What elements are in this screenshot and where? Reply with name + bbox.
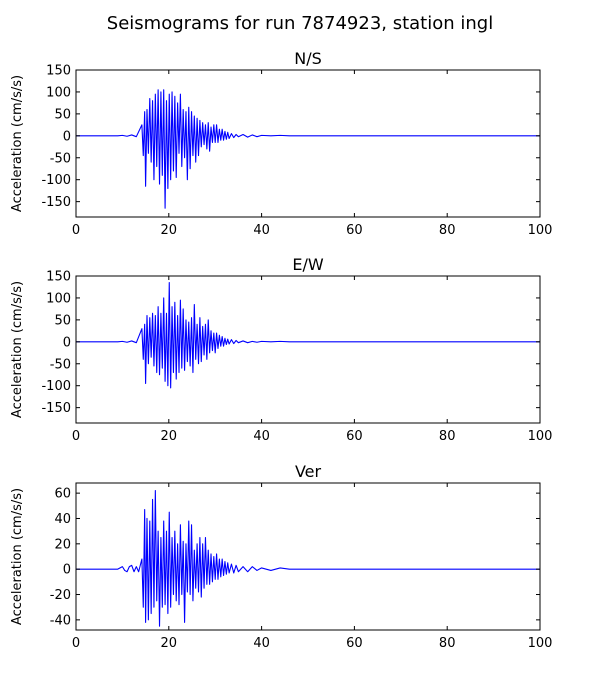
- y-tick-label: 40: [54, 512, 71, 527]
- axes-frame: [75, 482, 541, 631]
- x-tick-label: 40: [253, 636, 270, 651]
- y-tick-label: 0: [63, 129, 71, 144]
- panel-title: Ver: [295, 462, 322, 481]
- x-tick-label: 40: [253, 223, 270, 238]
- y-tick-label: 100: [46, 85, 71, 100]
- chart-panel: E/W Acceleration (cm/s/s) 0 20 40 60 80 100 150 1…: [10, 255, 552, 444]
- x-tick-label: 60: [346, 636, 363, 651]
- axes-frame: [75, 275, 541, 424]
- x-tick-label: 80: [439, 429, 456, 444]
- panels: N/S Acceleration (cm/s/s) 0 20 40 60 80 100 150 1…: [10, 49, 552, 651]
- y-axis-label: Acceleration (cm/s/s): [10, 488, 25, 625]
- y-axis-label: Acceleration (cm/s/s): [10, 281, 25, 418]
- y-tick-label: 50: [54, 313, 71, 328]
- x-tick-label: 100: [528, 429, 553, 444]
- y-tick-label: 0: [63, 563, 71, 578]
- x-tick-label: 0: [72, 223, 80, 238]
- y-tick-label: -150: [41, 401, 71, 416]
- y-axis-label: Acceleration (cm/s/s): [10, 75, 25, 212]
- axes-frame: [75, 69, 541, 218]
- y-tick-label: -100: [41, 173, 71, 188]
- y-tick-label: 150: [46, 64, 71, 79]
- panel-title: E/W: [292, 255, 324, 274]
- y-tick-label: -40: [50, 613, 71, 628]
- x-tick-label: 20: [161, 223, 178, 238]
- y-tick-label: 100: [46, 291, 71, 306]
- x-tick-label: 80: [439, 223, 456, 238]
- x-tick-label: 20: [161, 636, 178, 651]
- series-line: [76, 89, 540, 209]
- figure-suptitle: Seismograms for run 7874923, station ing…: [107, 13, 493, 34]
- y-tick-label: -50: [50, 357, 71, 372]
- y-tick-label: -50: [50, 151, 71, 166]
- x-tick-label: 0: [72, 636, 80, 651]
- series-line: [76, 490, 540, 627]
- x-tick-label: 20: [161, 429, 178, 444]
- y-tick-label: 60: [54, 487, 71, 502]
- y-tick-label: 150: [46, 270, 71, 285]
- y-tick-label: 0: [63, 335, 71, 350]
- x-tick-label: 100: [528, 636, 553, 651]
- x-tick-label: 60: [346, 223, 363, 238]
- x-tick-label: 0: [72, 429, 80, 444]
- y-tick-label: -20: [50, 588, 71, 603]
- x-tick-label: 100: [528, 223, 553, 238]
- panel-title: N/S: [294, 49, 322, 68]
- y-tick-label: 50: [54, 107, 71, 122]
- chart-panel: Ver Acceleration (cm/s/s) 0 20 40 60 80 100 60 40…: [10, 462, 552, 651]
- x-tick-label: 40: [253, 429, 270, 444]
- y-tick-label: 20: [54, 537, 71, 552]
- x-tick-label: 60: [346, 429, 363, 444]
- series-line: [76, 282, 540, 389]
- x-tick-label: 80: [439, 636, 456, 651]
- y-tick-label: -150: [41, 195, 71, 210]
- y-tick-label: -100: [41, 379, 71, 394]
- chart-panel: N/S Acceleration (cm/s/s) 0 20 40 60 80 100 150 1…: [10, 49, 552, 238]
